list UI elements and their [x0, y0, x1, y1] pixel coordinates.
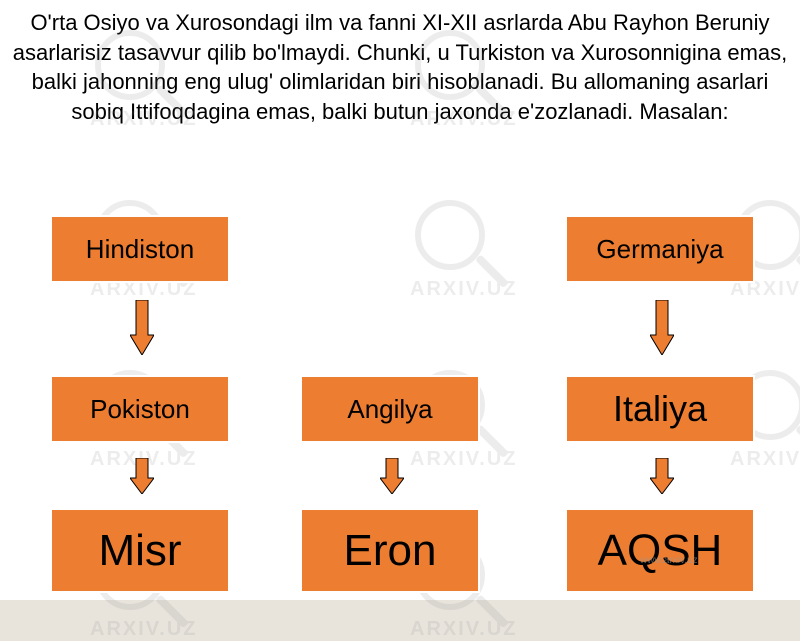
- box-aqsh: AQSH: [565, 508, 755, 593]
- box-label: Angilya: [347, 394, 432, 425]
- box-germaniya: Germaniya: [565, 215, 755, 283]
- box-label: Italiya: [613, 388, 707, 430]
- box-eron: Eron: [300, 508, 480, 593]
- box-label: Germaniya: [596, 234, 723, 265]
- box-angilya: Angilya: [300, 375, 480, 443]
- arrow-down-icon: [650, 458, 674, 494]
- arrow-down-icon: [130, 300, 154, 355]
- box-label: Pokiston: [90, 394, 190, 425]
- box-label: Hindiston: [86, 234, 194, 265]
- arrow-down-icon: [650, 300, 674, 355]
- box-misr: Misr: [50, 508, 230, 593]
- box-label: AQSH: [598, 526, 723, 576]
- arrow-down-icon: [130, 458, 154, 494]
- box-label: Misr: [98, 526, 181, 576]
- main-paragraph: O'rta Osiyo va Xurosondagi ilm va fanni …: [0, 0, 800, 131]
- box-italiya: Italiya: [565, 375, 755, 443]
- box-pokiston: Pokiston: [50, 375, 230, 443]
- box-label: Eron: [344, 526, 437, 576]
- slide: ARXIV.UZ ARXIV.UZ ARXIV.UZ ARXIV.UZ ARXI…: [0, 0, 800, 600]
- footer-link: www.arxiv.uz: [640, 555, 698, 566]
- box-hindiston: Hindiston: [50, 215, 230, 283]
- arrow-down-icon: [380, 458, 404, 494]
